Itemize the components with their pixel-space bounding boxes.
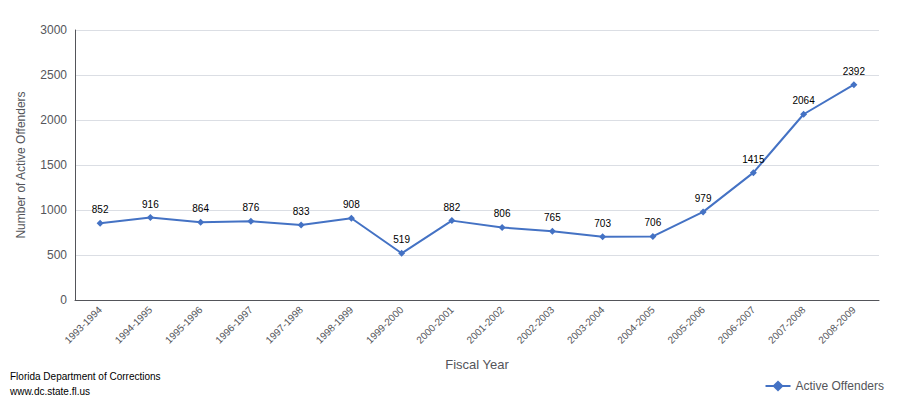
svg-text:2000-2001: 2000-2001 [414,304,456,346]
svg-text:2001-2002: 2001-2002 [464,304,506,346]
svg-text:2000: 2000 [40,113,67,127]
svg-text:Number of Active Offenders: Number of Active Offenders [14,91,28,238]
svg-text:1000: 1000 [40,203,67,217]
svg-text:519: 519 [393,234,410,245]
svg-text:Florida Department of Correcti: Florida Department of Corrections [10,371,161,382]
svg-text:2005-2006: 2005-2006 [665,304,707,346]
svg-text:703: 703 [594,218,611,229]
svg-text:2007-2008: 2007-2008 [766,304,808,346]
svg-text:833: 833 [293,206,310,217]
svg-text:Fiscal Year: Fiscal Year [445,357,509,372]
svg-text:2064: 2064 [793,95,816,106]
svg-text:706: 706 [645,217,662,228]
svg-text:www.dc.state.fl.us: www.dc.state.fl.us [9,386,90,397]
svg-text:0: 0 [60,293,67,307]
svg-text:2002-2003: 2002-2003 [515,304,557,346]
svg-text:908: 908 [343,199,360,210]
svg-text:Active Offenders: Active Offenders [796,379,885,393]
svg-text:2392: 2392 [843,66,866,77]
svg-text:1995-1996: 1995-1996 [163,304,205,346]
svg-text:2006-2007: 2006-2007 [716,304,758,346]
svg-text:1996-1997: 1996-1997 [213,304,255,346]
svg-text:1500: 1500 [40,158,67,172]
svg-text:1993-1994: 1993-1994 [62,304,104,346]
svg-text:979: 979 [695,193,712,204]
svg-text:2500: 2500 [40,68,67,82]
svg-text:852: 852 [92,204,109,215]
svg-text:1997-1998: 1997-1998 [263,304,305,346]
svg-text:2003-2004: 2003-2004 [565,304,607,346]
svg-text:876: 876 [243,202,260,213]
svg-text:2004-2005: 2004-2005 [615,304,657,346]
svg-text:765: 765 [544,212,561,223]
svg-text:916: 916 [142,199,159,210]
svg-text:882: 882 [444,202,461,213]
svg-text:500: 500 [47,248,67,262]
svg-text:806: 806 [494,208,511,219]
svg-text:1415: 1415 [742,154,765,165]
svg-text:1994-1995: 1994-1995 [113,304,155,346]
svg-text:1998-1999: 1998-1999 [314,304,356,346]
svg-text:2008-2009: 2008-2009 [816,304,858,346]
svg-text:864: 864 [192,203,209,214]
svg-text:1999-2000: 1999-2000 [364,304,406,346]
svg-text:3000: 3000 [40,23,67,37]
